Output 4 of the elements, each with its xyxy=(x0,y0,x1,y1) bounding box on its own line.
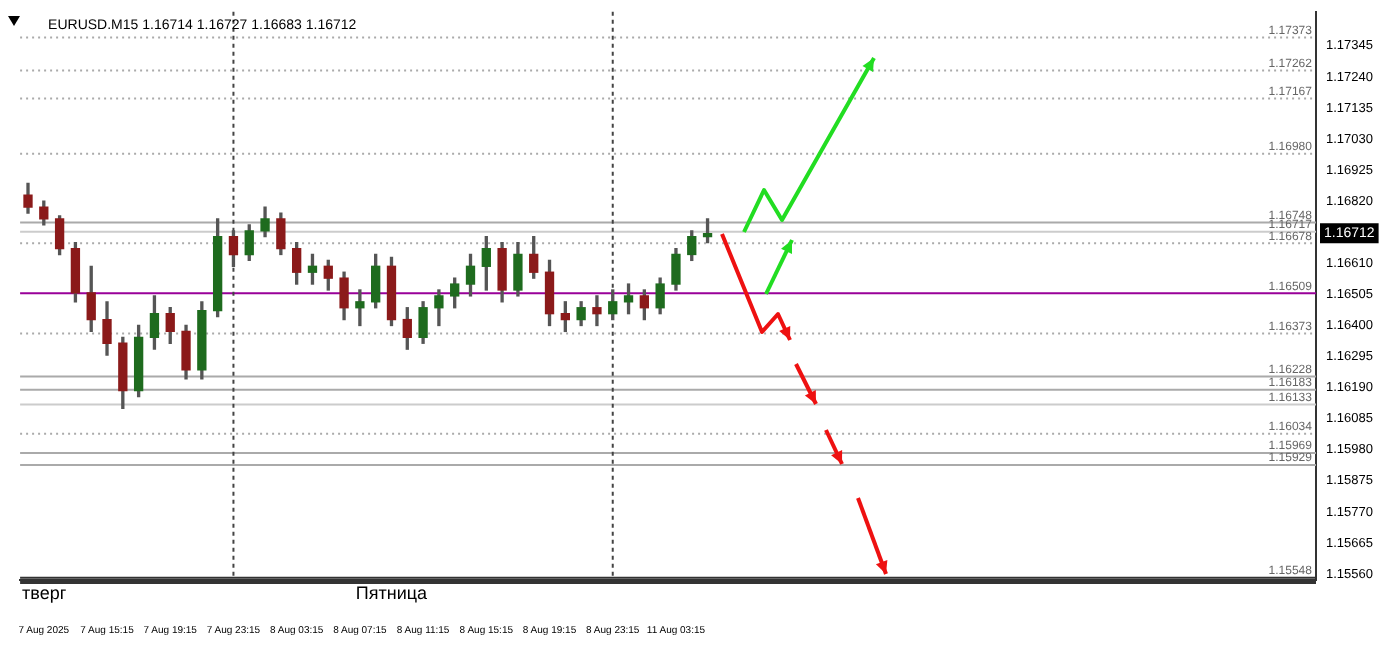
candlestick xyxy=(592,295,602,327)
text: тверг xyxy=(22,582,68,603)
candlestick xyxy=(355,289,365,327)
text: Пятница xyxy=(355,582,428,603)
